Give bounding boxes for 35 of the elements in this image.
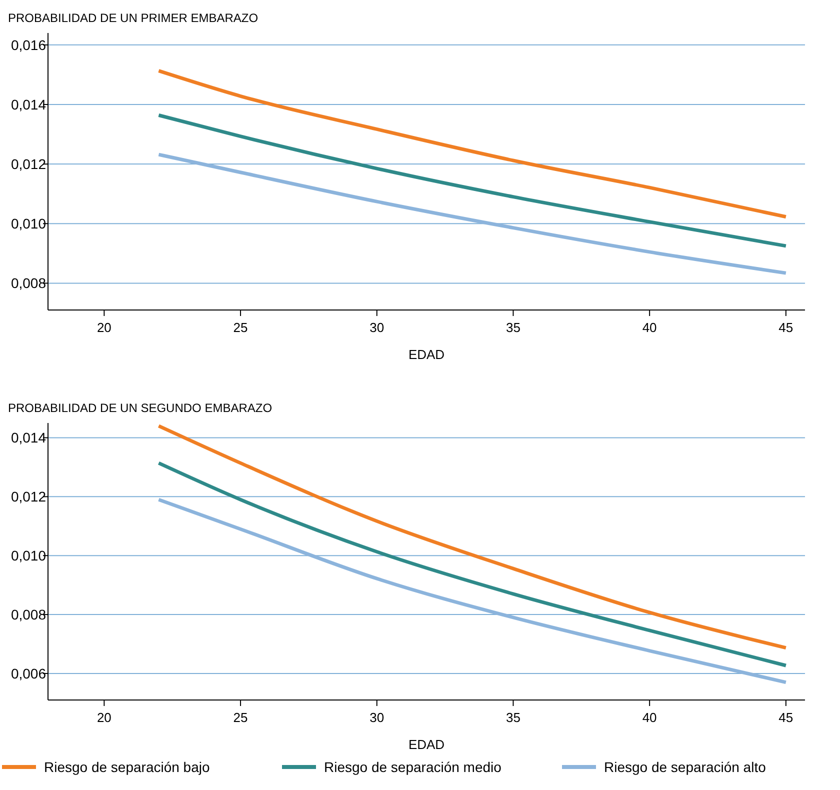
legend-label: Riesgo de separación medio <box>324 759 502 775</box>
y-tick-label: 0,008 <box>10 275 46 292</box>
y-tick-label: 0,014 <box>10 430 46 446</box>
x-tick-label: 40 <box>642 320 657 335</box>
y-tick-label: 0,010 <box>10 216 46 232</box>
line-series <box>156 152 788 275</box>
x-tick-label: 30 <box>370 710 384 725</box>
y-tick-label: 0,008 <box>10 606 46 622</box>
y-tick-label: 0,010 <box>10 548 46 564</box>
y-tick-label: 0,012 <box>10 488 46 505</box>
x-tick-label: 30 <box>370 320 384 335</box>
line-series <box>156 113 788 248</box>
x-axis-title: EDAD <box>408 737 445 752</box>
x-tick-label: 25 <box>233 320 248 335</box>
legend-label: Riesgo de separación alto <box>604 759 766 775</box>
y-tick-label: 0,006 <box>10 665 46 682</box>
line-series <box>156 69 788 219</box>
y-tick-label: 0,012 <box>10 156 46 172</box>
x-tick-label: 20 <box>96 320 112 335</box>
chart-title: PROBABILIDAD DE UN SEGUNDO EMBARAZO <box>8 401 272 415</box>
line-series <box>156 498 788 684</box>
x-tick-label: 35 <box>506 320 520 335</box>
x-tick-label: 25 <box>233 710 248 725</box>
x-tick-label: 45 <box>778 320 794 335</box>
legend-label: Riesgo de separación bajo <box>44 759 210 775</box>
x-tick-label: 20 <box>96 710 112 725</box>
x-tick-label: 35 <box>506 710 520 725</box>
line-series <box>156 461 788 668</box>
x-axis-title: EDAD <box>408 347 445 362</box>
chart-title: PROBABILIDAD DE UN PRIMER EMBARAZO <box>8 11 258 25</box>
y-tick-label: 0,014 <box>10 96 46 112</box>
x-tick-label: 45 <box>778 710 794 725</box>
line-series <box>156 424 788 650</box>
y-tick-label: 0,016 <box>10 36 46 53</box>
x-tick-label: 40 <box>642 710 657 725</box>
